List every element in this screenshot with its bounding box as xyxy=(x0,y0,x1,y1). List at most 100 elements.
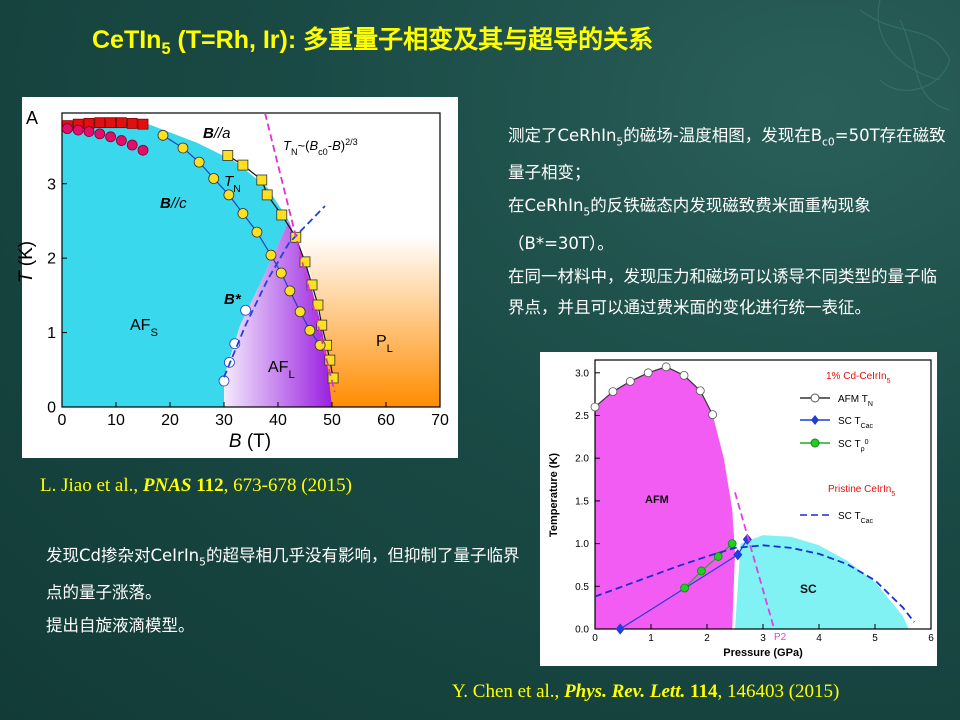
x-tick-label: 50 xyxy=(323,412,341,429)
plot-border xyxy=(61,112,441,408)
x-axis-label: B (T) xyxy=(229,431,271,452)
text-run: B xyxy=(332,138,341,153)
x-tick-label: 10 xyxy=(107,412,125,429)
text-run: 112 xyxy=(196,475,224,496)
y-axis-label: Temperature (K) xyxy=(548,453,560,537)
annotation: TN xyxy=(224,173,241,195)
bullet-item: 测定了CeRhIn5的磁场-温度相图，发现在Bc0=50T存在磁致量子相变； xyxy=(486,120,946,188)
text-run: AFM xyxy=(645,494,669,506)
text-run: B* xyxy=(224,291,242,308)
series-line xyxy=(223,205,326,378)
marker xyxy=(137,144,149,156)
text-run: 0 xyxy=(865,439,869,446)
text-run: 发现Cd掺杂对CeIrIn xyxy=(46,546,200,565)
text-run: 测定了CeRhIn xyxy=(508,126,617,145)
annotation: AFL xyxy=(268,359,295,381)
marker xyxy=(727,539,737,549)
x-tick-label: 3 xyxy=(760,633,766,644)
x-tick-label: 6 xyxy=(928,633,934,644)
y-tick-label: 2.0 xyxy=(575,454,589,465)
marker xyxy=(126,118,138,129)
text-run: =50T存在磁致量子相变； xyxy=(508,126,946,183)
marker xyxy=(240,304,252,316)
marker xyxy=(116,117,127,129)
text-run: (K) xyxy=(16,241,37,272)
text-run: Cac xyxy=(861,423,874,430)
marker xyxy=(625,376,635,386)
y-tick-label: 3 xyxy=(47,176,56,193)
annotation: B* xyxy=(224,291,242,308)
decoration xyxy=(859,0,951,111)
text-run: CeTIn xyxy=(92,26,162,54)
marker xyxy=(208,173,220,184)
marker xyxy=(62,123,73,135)
text-run: AF xyxy=(130,317,151,334)
marker xyxy=(713,552,723,561)
legend-label: SC TCac xyxy=(838,416,874,430)
marker xyxy=(275,267,287,279)
text-run: Y. Chen et al., xyxy=(452,681,565,702)
y-axis-label: T (K) xyxy=(16,241,37,283)
annotation: B//a xyxy=(203,125,231,142)
marker xyxy=(680,583,689,593)
annotation: B//c xyxy=(160,195,187,212)
text-run: 5 xyxy=(891,491,895,498)
y-tick-label: 0.0 xyxy=(575,625,589,636)
text-run: ) xyxy=(341,138,345,153)
x-tick-label: 40 xyxy=(269,412,287,429)
text-run: SC T xyxy=(838,416,861,427)
y-tick-label: 3.0 xyxy=(575,368,589,379)
text-run: SC T xyxy=(838,511,861,522)
text-run: L. Jiao et al., xyxy=(40,475,143,496)
legend-label: SC Tρ0 xyxy=(838,439,869,453)
bullet-list-bottom: 发现Cd掺杂对CeIrIn5的超导相几乎没有影响，但抑制了量子临界点的量子涨落。… xyxy=(24,540,529,643)
marker xyxy=(116,135,127,146)
marker xyxy=(316,319,328,331)
series-line xyxy=(264,112,336,393)
marker xyxy=(615,623,625,635)
text-run: N xyxy=(868,401,873,408)
marker xyxy=(237,208,249,219)
x-tick-label: 0 xyxy=(58,412,67,429)
legend-label: SC TCac xyxy=(838,511,874,525)
marker xyxy=(218,375,230,387)
y-tick-label: 0 xyxy=(47,400,56,417)
text-run: T xyxy=(16,270,37,283)
text-run: L xyxy=(288,369,294,381)
annotation: TN~(Bc0-B)2/3 xyxy=(283,137,358,157)
text-run: SC xyxy=(800,582,817,596)
x-axis-label: Pressure (GPa) xyxy=(723,647,803,659)
text-run: SC T xyxy=(838,439,861,450)
text-run: B xyxy=(309,138,318,153)
y-tick-label: 2 xyxy=(47,251,56,268)
annotation: PL xyxy=(376,333,393,355)
text-run: , 146403 (2015) xyxy=(717,681,840,702)
marker xyxy=(193,156,205,168)
citation: Y. Chen et al., Phys. Rev. Lett. 114, 14… xyxy=(452,681,839,703)
text-run: L xyxy=(387,343,393,355)
marker xyxy=(105,131,116,143)
y-tick-label: 1 xyxy=(47,325,56,342)
chart: 0 1 2 3 4 5 6 0.0 0.5 1.0 1.5 2.0 2.5 3.0 1% Cd-CeIrIn… xyxy=(540,352,937,666)
text-run: B xyxy=(160,195,171,212)
text-run: T xyxy=(283,138,292,153)
bullet-item: 发现Cd掺杂对CeIrIn5的超导相几乎没有影响，但抑制了量子临界点的量子涨落。 xyxy=(24,540,529,608)
slide-title: CeTIn5 (T=Rh, Ir): 多重量子相变及其与超导的关系 xyxy=(92,20,653,59)
text-run: (T=Rh, Ir): 多重量子相变及其与超导的关系 xyxy=(170,26,654,54)
y-tick-label: 0.5 xyxy=(575,582,589,593)
x-tick-label: 60 xyxy=(377,412,395,429)
marker xyxy=(695,386,705,396)
marker xyxy=(708,410,717,420)
marker xyxy=(256,174,268,186)
marker xyxy=(697,566,706,576)
text-run: AF xyxy=(268,359,289,376)
text-run: 5 xyxy=(583,205,591,219)
text-run: B xyxy=(203,125,214,142)
text-run: A xyxy=(26,108,38,128)
phase-region xyxy=(224,220,332,407)
y-tick-label: 1.0 xyxy=(575,539,589,550)
marker xyxy=(733,549,743,561)
text-run: 5 xyxy=(199,555,206,569)
x-tick-label: 1 xyxy=(648,633,654,644)
